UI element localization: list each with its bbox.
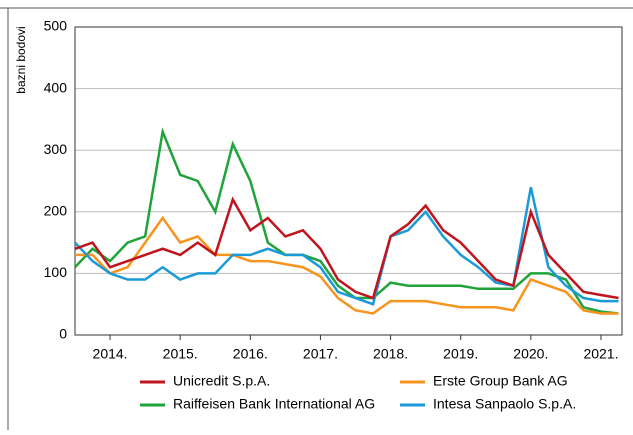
y-tick-label: 400 (44, 79, 68, 95)
x-tick-label: 2015. (163, 346, 198, 362)
series-line (74, 127, 619, 315)
legend-label: Intesa Sanpaolo S.p.A. (433, 396, 576, 412)
y-tick-label: 100 (44, 264, 68, 280)
y-tick-label: 500 (44, 18, 68, 34)
series-line (74, 196, 619, 300)
x-tick-label: 2017. (303, 346, 338, 362)
y-tick-label: 0 (59, 326, 67, 342)
x-tick-label: 2014. (93, 346, 128, 362)
series-line (74, 186, 619, 306)
x-tick-label: 2016. (233, 346, 268, 362)
series-line (75, 215, 619, 315)
legend-label: Unicredit S.p.A. (173, 373, 270, 389)
plot-frame (74, 26, 623, 336)
y-tick-label: 300 (44, 141, 68, 157)
x-tick-label: 2021. (583, 346, 618, 362)
y-tick-label: 200 (44, 203, 68, 219)
x-tick-label: 2019. (443, 346, 478, 362)
y-axis-label: bazni bodovi (14, 26, 28, 93)
legend-label: Raiffeisen Bank International AG (173, 396, 375, 412)
x-tick-label: 2018. (373, 346, 408, 362)
x-tick-label: 2020. (513, 346, 548, 362)
legend-label: Erste Group Bank AG (433, 373, 568, 389)
